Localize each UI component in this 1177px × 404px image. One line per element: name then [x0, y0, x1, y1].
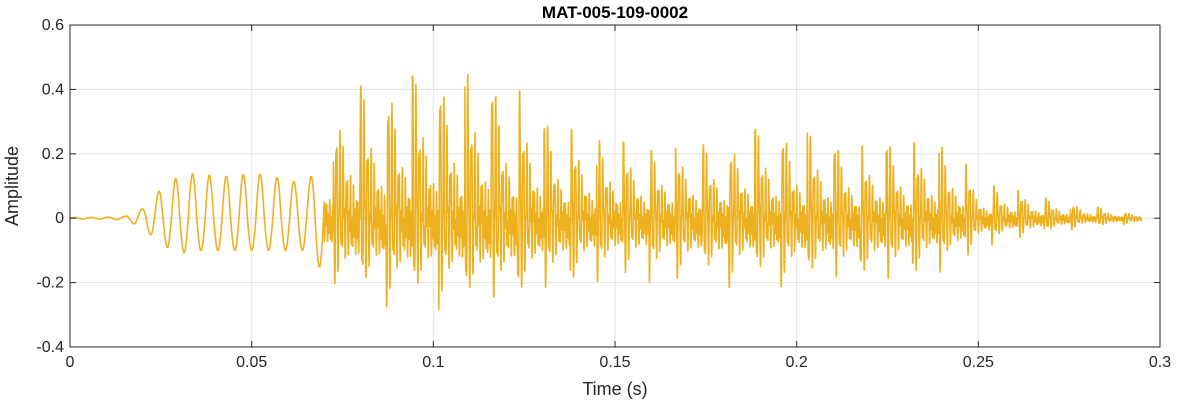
x-tick-label: 0.25 — [963, 354, 994, 371]
y-axis-label: Amplitude — [2, 146, 22, 226]
series-line-amplitude — [69, 73, 1143, 311]
x-tick-label: 0.1 — [422, 354, 444, 371]
x-tick-label: 0.2 — [786, 354, 808, 371]
y-tick-label: 0 — [55, 210, 64, 227]
y-tick-label: -0.2 — [36, 275, 64, 292]
y-tick-label: 0.4 — [42, 81, 64, 98]
x-axis-label: Time (s) — [582, 379, 647, 399]
x-tick-label: 0 — [66, 354, 75, 371]
chart-title: MAT-005-109-0002 — [542, 3, 688, 22]
x-tick-label: 0.15 — [599, 354, 630, 371]
ticks: 0 0.05 0.1 0.15 0.2 0.25 0.3 -0.4 -0.2 0 0.2 0.4 0.6 — [36, 17, 1171, 371]
y-tick-label: 0.6 — [42, 17, 64, 34]
x-tick-label: 0.05 — [236, 354, 267, 371]
y-tick-label: 0.2 — [42, 146, 64, 163]
x-tick-label: 0.3 — [1149, 354, 1171, 371]
y-tick-label: -0.4 — [36, 339, 64, 356]
